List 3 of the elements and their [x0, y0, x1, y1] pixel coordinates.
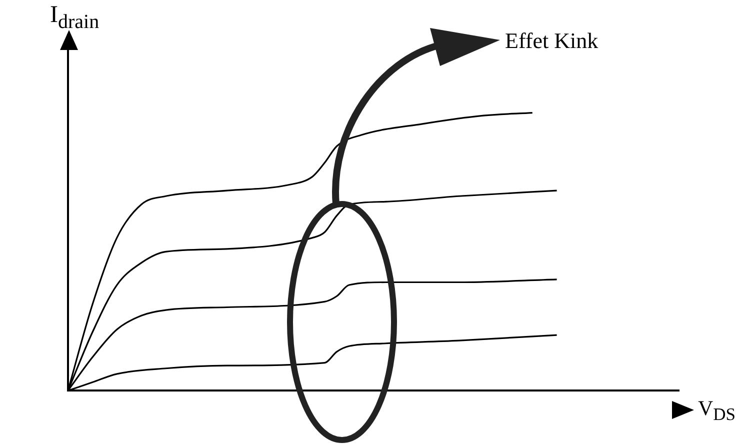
y-axis-title: I$_{drain}$: [50, 2, 100, 34]
x-axis-title: V$_{DS}$: [698, 396, 736, 426]
text: Effet Kink: [505, 28, 598, 54]
